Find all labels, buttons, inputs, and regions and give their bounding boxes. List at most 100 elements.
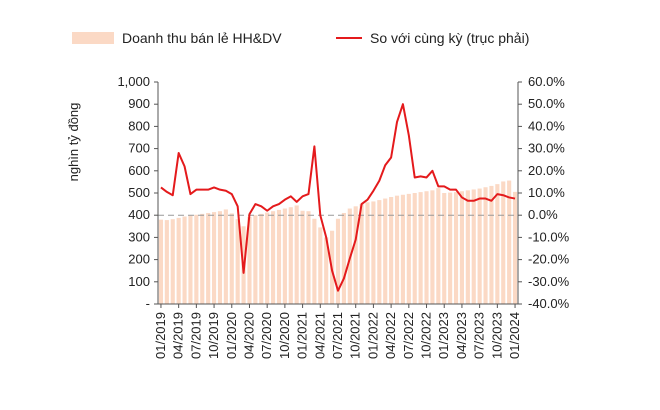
bar <box>442 193 447 304</box>
bar <box>306 211 311 304</box>
y-axis-title-left: nghìn tỷ đồng <box>66 103 81 182</box>
right-tick-label: 0.0% <box>528 207 558 222</box>
bar <box>276 209 282 304</box>
bar <box>453 192 459 304</box>
x-tick-label: 04/2019 <box>171 312 186 359</box>
x-tick-label: 10/2023 <box>489 312 504 359</box>
x-tick-label: 07/2021 <box>330 312 345 359</box>
bar <box>235 219 240 304</box>
bar <box>471 189 476 304</box>
x-tick-label: 01/2019 <box>153 312 168 359</box>
bar <box>164 220 169 304</box>
left-tick-label: 700 <box>128 141 150 156</box>
x-tick-label: 10/2022 <box>419 312 434 359</box>
x-tick-label: 01/2021 <box>295 312 310 359</box>
legend-label-line: So với cùng kỳ (trục phải) <box>370 30 529 46</box>
bar <box>200 213 205 304</box>
bar <box>430 190 435 304</box>
bar <box>217 211 223 304</box>
bar <box>158 219 164 304</box>
x-tick-label: 07/2019 <box>188 312 203 359</box>
bar <box>206 212 211 304</box>
left-tick-label: 100 <box>128 274 150 289</box>
left-tick-label: - <box>146 296 150 311</box>
bar <box>489 185 494 304</box>
legend-label-bars: Doanh thu bán lẻ HH&DV <box>122 30 282 46</box>
bar <box>182 216 187 304</box>
left-tick-label: 400 <box>128 207 150 222</box>
x-tick-label: 01/2024 <box>507 312 522 359</box>
x-tick-label: 04/2020 <box>241 312 256 359</box>
bar <box>259 213 264 304</box>
bar <box>229 213 234 304</box>
bar <box>412 193 417 304</box>
bar <box>312 218 317 304</box>
right-tick-label: -40.0% <box>528 296 570 311</box>
bar <box>223 209 228 304</box>
right-tick-label: 40.0% <box>528 118 565 133</box>
left-tick-label: 900 <box>128 96 150 111</box>
x-tick-label: 01/2020 <box>224 312 239 359</box>
bar <box>448 192 453 304</box>
bar <box>436 188 441 304</box>
right-tick-label: 50.0% <box>528 96 565 111</box>
x-tick-label: 10/2020 <box>277 312 292 359</box>
x-tick-label: 07/2023 <box>472 312 487 359</box>
bar <box>247 216 252 304</box>
left-tick-label: 200 <box>128 252 150 267</box>
bar <box>377 200 382 304</box>
legend: Doanh thu bán lẻ HH&DV So với cùng kỳ (t… <box>72 30 529 46</box>
x-axis-ticks: 01/2019 04/2019 07/2019 10/2019 01/2020 04/20… <box>153 304 522 359</box>
left-tick-label: 800 <box>128 118 150 133</box>
bar <box>288 207 293 304</box>
x-tick-label: 01/2023 <box>436 312 451 359</box>
bar <box>459 191 464 304</box>
bar <box>271 211 276 304</box>
bar <box>406 193 411 304</box>
line-series <box>160 103 516 292</box>
bar <box>512 191 518 304</box>
bar <box>507 180 512 304</box>
bar <box>389 197 394 304</box>
bar <box>371 201 376 304</box>
left-tick-label: 300 <box>128 229 150 244</box>
right-tick-label: -30.0% <box>528 274 570 289</box>
bar <box>176 217 181 304</box>
bar <box>400 194 405 304</box>
left-tick-label: 1,000 <box>117 74 150 89</box>
x-tick-label: 01/2022 <box>365 312 380 359</box>
bar <box>265 212 270 304</box>
bar <box>253 215 258 304</box>
x-tick-label: 07/2020 <box>259 312 274 359</box>
bar <box>418 192 423 304</box>
right-tick-label: 10.0% <box>528 185 565 200</box>
bar <box>324 237 329 304</box>
right-tick-label: 30.0% <box>528 141 565 156</box>
bar <box>353 206 358 304</box>
bar <box>212 212 217 304</box>
bar <box>194 214 199 304</box>
right-axis-ticks: -40.0% -30.0% -20.0% -10.0% 0.0% 10.0% 20.0% 30… <box>518 74 570 311</box>
right-tick-label: 60.0% <box>528 74 565 89</box>
right-tick-label: 20.0% <box>528 163 565 178</box>
bar-series <box>158 180 518 304</box>
left-tick-label: 600 <box>128 163 150 178</box>
x-tick-label: 04/2021 <box>312 312 327 359</box>
x-tick-label: 10/2019 <box>206 312 221 359</box>
bar <box>394 195 400 304</box>
bar <box>495 184 500 304</box>
x-tick-label: 07/2022 <box>401 312 416 359</box>
left-axis-ticks: - 100 200 300 400 500 600 700 800 900 1,000 <box>117 74 158 311</box>
x-tick-label: 10/2021 <box>348 312 363 359</box>
bar <box>282 208 287 304</box>
bar <box>341 212 346 304</box>
bar <box>335 218 341 304</box>
left-tick-label: 500 <box>128 185 150 200</box>
x-tick-label: 04/2022 <box>383 312 398 359</box>
x-tick-label: 04/2023 <box>454 312 469 359</box>
right-tick-label: -10.0% <box>528 229 570 244</box>
bar <box>383 198 388 304</box>
bar <box>294 205 299 304</box>
legend-swatch-bars <box>72 32 114 44</box>
